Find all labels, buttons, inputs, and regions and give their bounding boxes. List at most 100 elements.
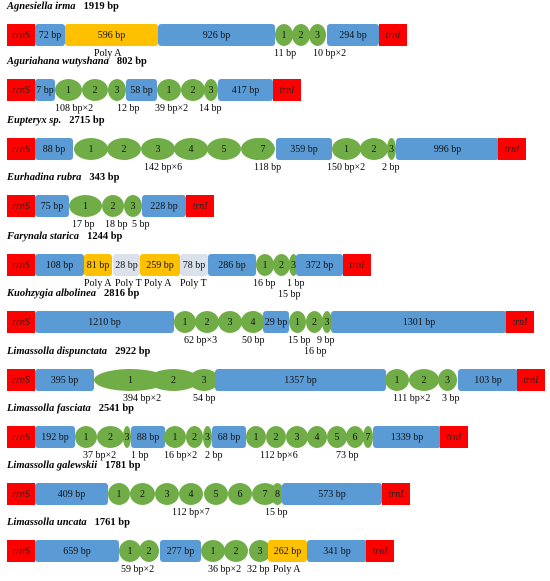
repeat-unit-oval: 3 <box>286 426 308 448</box>
repeat-unit-oval: 3 <box>155 483 179 505</box>
grey-region-box: 78 bp <box>180 254 208 276</box>
region-length: 2715 bp <box>69 115 105 126</box>
segment-annotation: 15 bp <box>288 335 311 346</box>
segment-annotation: Poly A <box>94 48 122 59</box>
segment-annotation: 1 bp <box>131 450 149 461</box>
segment-annotation: 2 bp <box>382 162 400 173</box>
repeat-unit-oval: 5 <box>204 483 228 505</box>
repeat-unit-oval: 2 <box>306 311 323 333</box>
trnI-gene-box: trnI <box>382 483 410 505</box>
repeat-unit-oval: 5 <box>207 138 241 160</box>
repeat-unit-oval: 1 <box>289 311 306 333</box>
repeat-unit-oval: 7 <box>252 138 274 160</box>
repeat-unit-oval: 4 <box>241 311 265 333</box>
blue-region-box: 103 bp <box>458 369 518 391</box>
blue-region-box: 7 bp <box>35 79 55 101</box>
repeat-unit-oval: 1 <box>332 138 361 160</box>
segment-annotation: 10 bp×2 <box>313 48 347 59</box>
blue-region-box: 192 bp <box>35 426 75 448</box>
repeat-unit-oval: 5 <box>327 426 347 448</box>
segment-annotation: 14 bp <box>199 103 222 114</box>
rrnS-gene-box: rrnS <box>7 195 35 217</box>
segment-annotation: 17 bp <box>72 219 95 230</box>
trnI-gene-box: trnI <box>498 138 526 160</box>
segment-annotation: 118 bp <box>254 162 282 173</box>
repeat-unit-oval: 3 <box>108 79 126 101</box>
rrnS-gene-box: rrnS <box>7 426 35 448</box>
trnI-gene-box: trnI <box>440 426 468 448</box>
repeat-unit-oval: 2 <box>82 79 108 101</box>
blue-region-box: 286 bp <box>208 254 256 276</box>
repeat-unit-oval: 2 <box>266 426 286 448</box>
segment-annotation: 50 bp <box>242 335 265 346</box>
repeat-unit-oval: 6 <box>346 426 364 448</box>
segment-annotation: 16 bp <box>304 346 327 357</box>
repeat-unit-oval: 2 <box>181 79 205 101</box>
segment-annotation: 3 bp <box>442 393 460 404</box>
rrnS-gene-box: rrnS <box>7 24 35 46</box>
species-name: Eurhadina rubra <box>7 172 82 183</box>
region-length: 2922 bp <box>115 346 151 357</box>
repeat-unit-oval: 3 <box>289 254 298 276</box>
grey-region-box: 28 bp <box>113 254 140 276</box>
blue-region-box: 417 bp <box>218 79 273 101</box>
yellow-region-box: 596 bp <box>65 24 158 46</box>
segment-annotation: 18 bp <box>105 219 128 230</box>
rrnS-gene-box: rrnS <box>7 369 35 391</box>
region-length: 1781 bp <box>105 460 141 471</box>
blue-region-box: 996 bp <box>396 138 499 160</box>
trnI-gene-box: trnI <box>186 195 214 217</box>
repeat-unit-oval: 3 <box>123 426 131 448</box>
trnI-gene-box: trnI <box>379 24 407 46</box>
repeat-unit-oval: 1 <box>108 483 130 505</box>
repeat-unit-oval: 3 <box>322 311 332 333</box>
blue-region-box: 108 bp <box>35 254 84 276</box>
repeat-unit-oval: 1 <box>174 311 196 333</box>
repeat-unit-oval: 3 <box>438 369 457 391</box>
repeat-unit-oval: 2 <box>186 426 203 448</box>
species-name: Limassolla fasciata <box>7 403 91 414</box>
repeat-unit-oval: 6 <box>228 483 252 505</box>
species-title: Limassolla uncata 1761 bp <box>7 517 130 528</box>
repeat-unit-oval: 2 <box>97 426 124 448</box>
repeat-unit-oval: 2 <box>148 369 199 391</box>
species-title: Eupteryx sp. 2715 bp <box>7 115 105 126</box>
segment-annotation: 5 bp <box>132 219 150 230</box>
species-name: Aguriahana wutyshana <box>7 56 109 67</box>
repeat-unit-oval: 4 <box>179 483 203 505</box>
trnI-gene-box: trnI <box>517 369 545 391</box>
repeat-unit-oval: 2 <box>273 254 290 276</box>
rrnS-gene-box: rrnS <box>7 540 35 562</box>
trnI-gene-box: trnI <box>343 254 371 276</box>
blue-region-box: 277 bp <box>160 540 201 562</box>
segment-annotation: 142 bp×6 <box>144 162 183 173</box>
repeat-unit-oval: 1 <box>119 540 141 562</box>
rrnS-gene-box: rrnS <box>7 483 35 505</box>
segment-annotation: 37 bp×2 <box>83 450 117 461</box>
blue-region-box: 68 bp <box>212 426 246 448</box>
species-title: Limassolla dispunctata 2922 bp <box>7 346 150 357</box>
repeat-unit-oval: 3 <box>204 79 218 101</box>
segment-annotation: 112 bp×6 <box>260 450 298 461</box>
segment-annotation: 16 bp×2 <box>164 450 198 461</box>
repeat-unit-oval: 2 <box>360 138 388 160</box>
blue-region-box: 58 bp <box>126 79 157 101</box>
segment-annotation: 36 bp×2 <box>208 564 242 575</box>
segment-annotation: 112 bp×7 <box>172 507 210 518</box>
species-title: Farynala starica 1244 bp <box>7 231 122 242</box>
repeat-unit-oval: 2 <box>292 24 310 46</box>
repeat-unit-oval: 2 <box>107 138 141 160</box>
yellow-region-box: 262 bp <box>268 540 307 562</box>
segment-annotation: 11 bp <box>274 48 297 59</box>
region-length: 2541 bp <box>98 403 135 414</box>
blue-region-box: 395 bp <box>35 369 94 391</box>
repeat-unit-oval: 1 <box>74 138 108 160</box>
species-title: Limassolla galewskii 1781 bp <box>7 460 140 471</box>
region-length: 802 bp <box>116 56 147 67</box>
repeat-unit-oval: 1 <box>246 426 266 448</box>
segment-annotation: 2 bp <box>205 450 223 461</box>
repeat-unit-oval: 3 <box>218 311 242 333</box>
trnI-gene-box: trnI <box>273 79 301 101</box>
rrnS-gene-box: rrnS <box>7 138 35 160</box>
species-name: Kuohzygia albolinea <box>7 288 96 299</box>
